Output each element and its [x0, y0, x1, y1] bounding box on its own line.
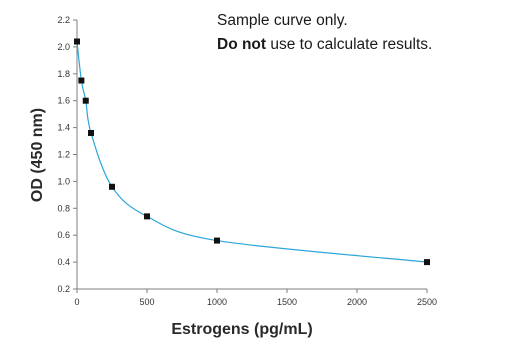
x-axis: 0 500 1000 1500 2000 2500 [74, 288, 437, 307]
y-tick-label: 0.6 [57, 230, 70, 240]
x-tick-label: 1000 [207, 297, 227, 307]
data-point-marker [88, 129, 94, 136]
y-tick-label: 0.2 [57, 284, 70, 294]
data-point-marker [109, 183, 115, 190]
y-tick-label: 1.4 [57, 123, 70, 133]
data-point-marker [144, 213, 150, 220]
fit-curve [76, 41, 428, 263]
data-point-marker [74, 38, 80, 45]
x-ticks: 0 500 1000 1500 2000 2500 [74, 289, 437, 307]
y-axis-title: OD (450 nm) [29, 108, 46, 202]
y-tick-label: 1.2 [57, 150, 70, 160]
y-tick-label: 1.8 [57, 69, 70, 79]
x-tick-label: 500 [139, 297, 154, 307]
y-tick-label: 1.6 [57, 96, 70, 106]
annotation-rest-text: use to calculate results. [266, 36, 432, 53]
annotation-bold-text: Do not [217, 36, 266, 53]
y-axis: 0.2 0.4 0.6 0.8 1.0 1.2 1.4 1.6 1.8 2.0 2.2 [57, 15, 78, 294]
annotation-line-2: Do not use to calculate results. [217, 36, 432, 53]
y-tick-label: 2.2 [57, 15, 70, 25]
y-tick-label: 0.4 [57, 257, 70, 267]
x-tick-label: 2000 [347, 297, 367, 307]
data-point-marker [214, 237, 220, 244]
data-points [74, 38, 430, 266]
y-ticks: 0.2 0.4 0.6 0.8 1.0 1.2 1.4 1.6 1.8 2.0 2.2 [57, 15, 77, 294]
data-point-marker [78, 77, 85, 84]
y-tick-label: 0.8 [57, 203, 70, 213]
x-tick-label: 1500 [277, 297, 297, 307]
y-tick-label: 1.0 [57, 176, 70, 186]
data-point-marker [424, 259, 430, 266]
annotation-line-1: Sample curve only. [217, 12, 348, 29]
y-tick-label: 2.0 [57, 42, 70, 52]
data-point-marker [82, 97, 89, 104]
x-axis-title: Estrogens (pg/mL) [171, 321, 312, 338]
x-tick-label: 2500 [417, 297, 437, 307]
x-tick-label: 0 [74, 297, 79, 307]
